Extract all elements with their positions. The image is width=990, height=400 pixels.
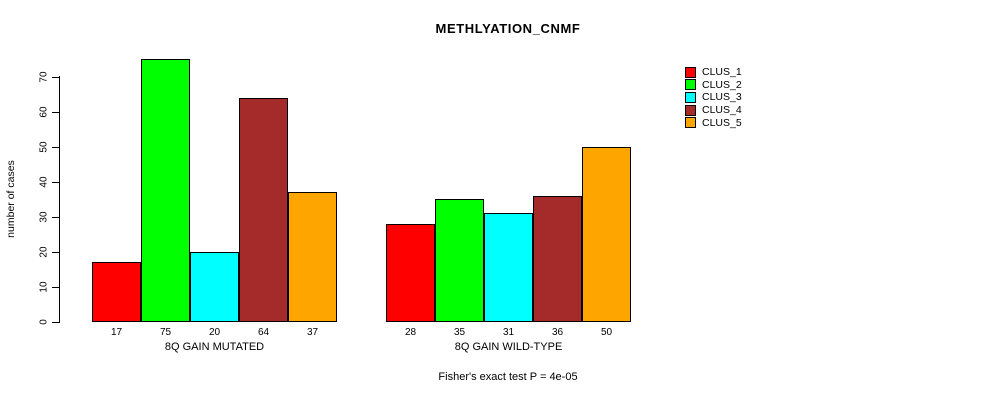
legend-label: CLUS_3 xyxy=(702,91,742,104)
y-axis-tick-label: 40 xyxy=(38,176,50,188)
legend-item-clus_5: CLUS_5 xyxy=(685,117,742,129)
bar-value-label: 31 xyxy=(502,327,515,338)
bar-clus_3-group1 xyxy=(190,252,239,322)
y-axis-tick xyxy=(52,182,60,183)
bar-clus_2-group1 xyxy=(141,59,190,322)
bar-clus_4-group1 xyxy=(239,98,288,322)
legend-swatch-clus_5 xyxy=(685,117,696,129)
bar-value-label: 28 xyxy=(404,327,417,338)
y-axis-tick-label: 60 xyxy=(38,106,50,118)
bar-value-label: 37 xyxy=(306,327,319,338)
bar-clus_2-group2 xyxy=(435,199,484,322)
y-axis-tick-label: 10 xyxy=(38,281,50,293)
y-axis-tick-label: 0 xyxy=(38,319,50,325)
bar-clus_5-group1 xyxy=(288,192,337,322)
bar-value-label: 17 xyxy=(110,327,123,338)
y-axis-tick-label: 30 xyxy=(38,211,50,223)
y-axis-line xyxy=(59,76,60,323)
y-axis-tick xyxy=(52,217,60,218)
y-axis-tick xyxy=(52,322,60,323)
legend-label: CLUS_5 xyxy=(702,116,742,129)
bar-value-label: 75 xyxy=(159,327,172,338)
bar-clus_5-group2 xyxy=(582,147,631,322)
legend-swatch-clus_3 xyxy=(685,91,696,103)
bar-clus_4-group2 xyxy=(533,196,582,322)
legend-swatch-clus_4 xyxy=(685,104,696,116)
legend-label: CLUS_1 xyxy=(702,66,742,78)
bar-value-label: 35 xyxy=(453,327,466,338)
y-axis-tick-label: 20 xyxy=(38,246,50,258)
chart-title: METHLYATION_CNMF xyxy=(435,21,581,36)
bar-value-label: 50 xyxy=(600,327,613,338)
group-label-2: 8Q GAIN WILD-TYPE xyxy=(454,341,563,353)
bar-clus_1-group1 xyxy=(92,262,141,322)
group-label-1: 8Q GAIN MUTATED xyxy=(164,341,265,353)
bar-value-label: 36 xyxy=(551,327,564,338)
bar-clus_3-group2 xyxy=(484,213,533,322)
bar-value-label: 20 xyxy=(208,327,221,338)
bar-value-label: 64 xyxy=(257,327,270,338)
bar-clus_1-group2 xyxy=(386,224,435,322)
legend-label: CLUS_2 xyxy=(702,78,742,91)
y-axis-tick xyxy=(52,252,60,253)
legend-swatch-clus_1 xyxy=(685,66,696,78)
legend-item-clus_1: CLUS_1 xyxy=(685,66,742,78)
y-axis-tick xyxy=(52,112,60,113)
legend-item-clus_4: CLUS_4 xyxy=(685,104,742,116)
y-axis-tick xyxy=(52,77,60,78)
y-axis-tick-label: 50 xyxy=(38,141,50,153)
legend-swatch-clus_2 xyxy=(685,79,696,91)
y-axis-tick xyxy=(52,287,60,288)
legend-item-clus_2: CLUS_2 xyxy=(685,79,742,91)
y-axis-tick xyxy=(52,147,60,148)
y-axis-title: number of cases xyxy=(5,160,17,238)
legend-item-clus_3: CLUS_3 xyxy=(685,91,742,103)
annotation-fisher-test: Fisher's exact test P = 4e-05 xyxy=(438,371,578,383)
legend-label: CLUS_4 xyxy=(702,104,742,117)
y-axis-tick-label: 70 xyxy=(38,71,50,83)
